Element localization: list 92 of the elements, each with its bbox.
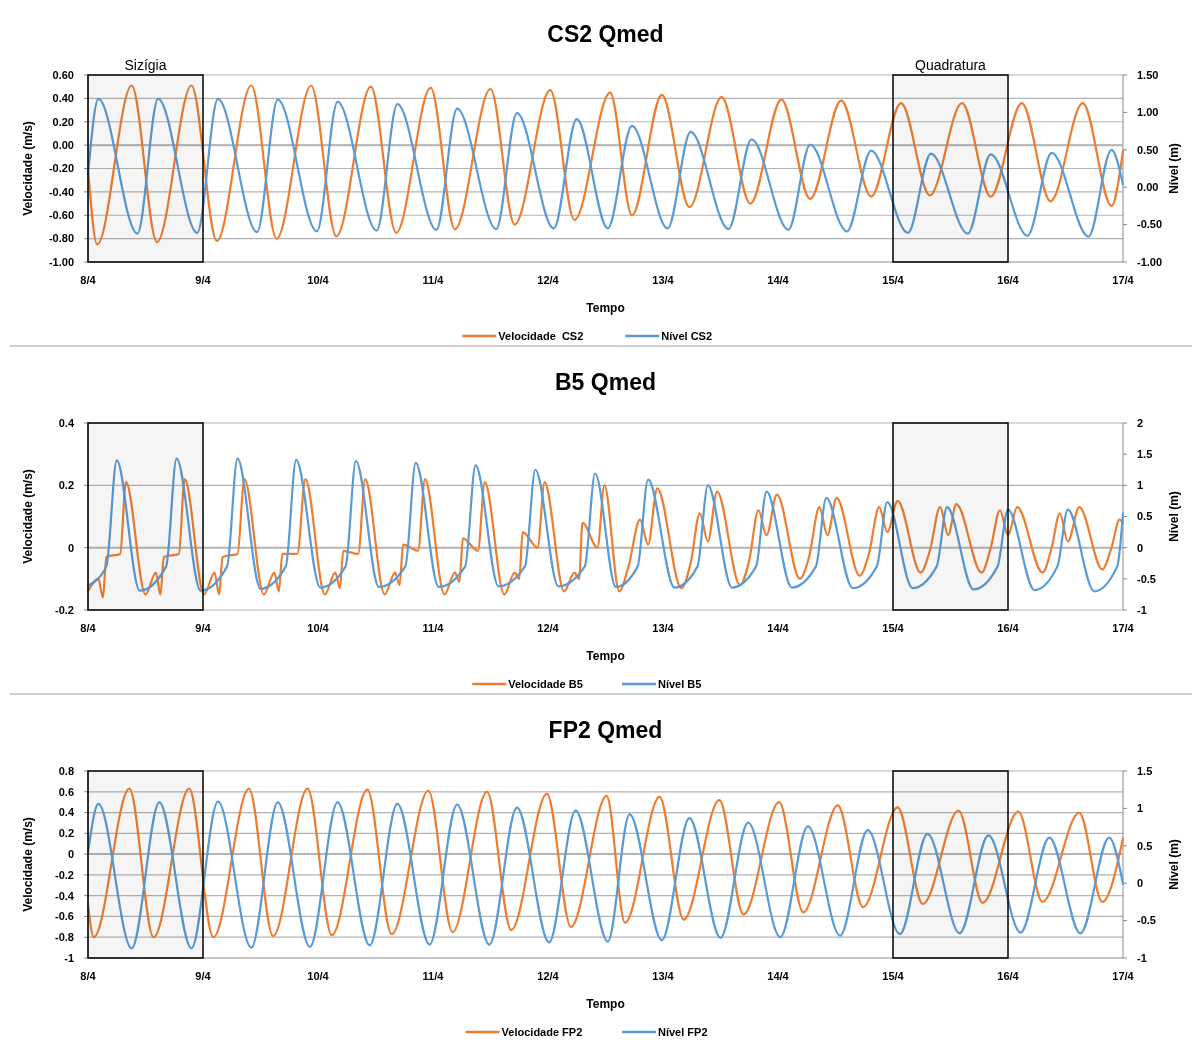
y-axis-title: Velocidade (m/s) bbox=[21, 121, 35, 216]
y-tick-label: -0.20 bbox=[48, 162, 74, 175]
y2-axis-title: Nível (m) bbox=[1167, 491, 1181, 542]
x-tick-label: 14/4 bbox=[767, 622, 790, 634]
y2-axis-title: Nível (m) bbox=[1167, 839, 1181, 890]
x-tick-label: 12/4 bbox=[537, 970, 560, 982]
chart-title: FP2 Qmed bbox=[548, 717, 663, 743]
y-tick-label: -0.60 bbox=[48, 209, 74, 222]
y-tick-label: -0.40 bbox=[48, 185, 74, 198]
x-tick-label: 8/4 bbox=[80, 970, 97, 982]
y2-tick-label: -1.00 bbox=[1137, 255, 1163, 268]
y-tick-label: 0.2 bbox=[58, 479, 74, 492]
legend-label: Nível CS2 bbox=[661, 329, 713, 342]
band-label: Sizígia bbox=[124, 57, 167, 73]
y-tick-label: -0.2 bbox=[55, 603, 74, 616]
y-tick-label: 0 bbox=[67, 847, 74, 860]
x-tick-label: 16/4 bbox=[997, 274, 1020, 286]
y-axis-title: Velocidade (m/s) bbox=[21, 817, 35, 912]
x-tick-label: 9/4 bbox=[195, 970, 212, 982]
x-tick-label: 13/4 bbox=[652, 970, 675, 982]
y2-tick-label: 1 bbox=[1137, 479, 1144, 492]
x-tick-label: 16/4 bbox=[997, 622, 1020, 634]
y-tick-label: -0.8 bbox=[55, 931, 74, 944]
x-axis-title: Tempo bbox=[586, 301, 625, 315]
y2-tick-label: 0.5 bbox=[1137, 510, 1153, 523]
band-label: Quadratura bbox=[915, 57, 987, 73]
x-tick-label: 11/4 bbox=[422, 622, 445, 634]
y2-tick-label: 1.5 bbox=[1137, 764, 1153, 777]
legend-label: Velocidade CS2 bbox=[498, 329, 584, 342]
y-tick-label: 0.40 bbox=[52, 92, 74, 105]
y2-tick-label: 0.5 bbox=[1137, 839, 1153, 852]
x-axis-title: Tempo bbox=[586, 997, 625, 1011]
x-tick-label: 17/4 bbox=[1112, 274, 1135, 286]
x-tick-label: 16/4 bbox=[997, 970, 1020, 982]
legend-label: Nível FP2 bbox=[658, 1025, 708, 1038]
x-tick-label: 11/4 bbox=[422, 274, 445, 286]
y2-tick-label: -0.5 bbox=[1137, 572, 1156, 585]
x-tick-label: 11/4 bbox=[422, 970, 445, 982]
legend-label: Velocidade B5 bbox=[508, 677, 583, 690]
y2-tick-label: 1.5 bbox=[1137, 448, 1153, 461]
y-tick-label: 0.20 bbox=[52, 115, 74, 128]
y2-tick-label: 1.50 bbox=[1137, 68, 1159, 81]
x-tick-label: 14/4 bbox=[767, 970, 790, 982]
x-tick-label: 9/4 bbox=[195, 622, 212, 634]
y-tick-label: 0.4 bbox=[58, 806, 75, 819]
x-tick-label: 17/4 bbox=[1112, 622, 1135, 634]
x-tick-label: 10/4 bbox=[307, 274, 330, 286]
y-tick-label: -0.6 bbox=[55, 910, 74, 923]
y-tick-label: -1.00 bbox=[48, 255, 74, 268]
y-tick-label: -0.2 bbox=[55, 868, 74, 881]
y2-tick-label: 1 bbox=[1137, 802, 1144, 815]
x-tick-label: 15/4 bbox=[882, 622, 905, 634]
x-tick-label: 12/4 bbox=[537, 622, 560, 634]
legend-label: Nível B5 bbox=[658, 677, 702, 690]
chart-title: B5 Qmed bbox=[555, 369, 656, 395]
y2-tick-label: 0.50 bbox=[1137, 143, 1159, 156]
x-tick-label: 10/4 bbox=[307, 970, 330, 982]
y2-tick-label: 0.00 bbox=[1137, 181, 1159, 194]
x-tick-label: 8/4 bbox=[80, 622, 97, 634]
x-axis-title: Tempo bbox=[586, 649, 625, 663]
x-tick-label: 17/4 bbox=[1112, 970, 1135, 982]
y-tick-label: 0.60 bbox=[52, 68, 74, 81]
y-tick-label: -0.80 bbox=[48, 232, 74, 245]
x-tick-label: 10/4 bbox=[307, 622, 330, 634]
y2-tick-label: 1.00 bbox=[1137, 106, 1159, 119]
x-tick-label: 8/4 bbox=[80, 274, 97, 286]
y-tick-label: -1 bbox=[64, 951, 74, 964]
y2-tick-label: 2 bbox=[1137, 416, 1144, 429]
x-tick-label: 12/4 bbox=[537, 274, 560, 286]
x-tick-label: 13/4 bbox=[652, 274, 675, 286]
y2-tick-label: 0 bbox=[1137, 877, 1144, 890]
y-tick-label: 0.00 bbox=[52, 138, 74, 151]
y2-tick-label: -1 bbox=[1137, 603, 1147, 616]
y-tick-label: 0.6 bbox=[58, 785, 74, 798]
y2-tick-label: 0 bbox=[1137, 541, 1144, 554]
x-tick-label: 14/4 bbox=[767, 274, 790, 286]
x-tick-label: 15/4 bbox=[882, 970, 905, 982]
x-tick-label: 9/4 bbox=[195, 274, 212, 286]
chart-title: CS2 Qmed bbox=[547, 21, 664, 47]
y-tick-label: 0.4 bbox=[58, 416, 75, 429]
y2-tick-label: -1 bbox=[1137, 951, 1147, 964]
y-tick-label: -0.4 bbox=[55, 889, 75, 902]
y-tick-label: 0.8 bbox=[58, 764, 74, 777]
legend-label: Velocidade FP2 bbox=[501, 1025, 583, 1038]
x-tick-label: 15/4 bbox=[882, 274, 905, 286]
y2-tick-label: -0.50 bbox=[1137, 218, 1163, 231]
y-axis-title: Velocidade (m/s) bbox=[21, 469, 35, 564]
y2-tick-label: -0.5 bbox=[1137, 914, 1156, 927]
y-tick-label: 0 bbox=[67, 541, 74, 554]
y2-axis-title: Nível (m) bbox=[1167, 143, 1181, 194]
y-tick-label: 0.2 bbox=[58, 827, 74, 840]
x-tick-label: 13/4 bbox=[652, 622, 675, 634]
